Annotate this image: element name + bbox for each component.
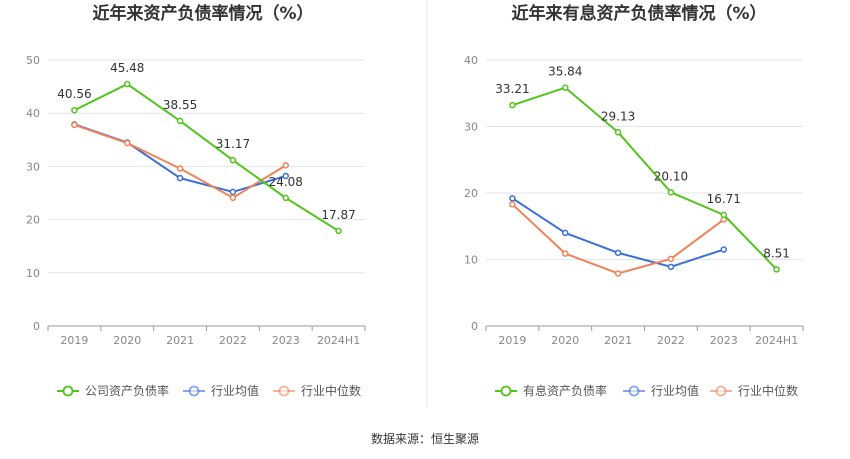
y-tick-label: 40 xyxy=(26,107,40,120)
legend-item[interactable]: 行业均值 xyxy=(183,383,259,398)
data-point xyxy=(124,139,131,147)
data-point xyxy=(229,188,237,196)
legend-marker xyxy=(188,385,200,397)
legend-marker xyxy=(500,385,512,397)
data-label: 31.17 xyxy=(216,137,250,151)
x-tick-label: 2024H1 xyxy=(317,334,360,347)
x-tick-label: 2019 xyxy=(498,334,526,347)
data-point xyxy=(614,129,622,136)
x-tick-label: 2019 xyxy=(60,334,88,347)
data-label: 17.87 xyxy=(321,208,355,222)
legend-marker xyxy=(628,385,640,397)
legend-item[interactable]: 公司资产负债率 xyxy=(57,383,169,398)
data-point xyxy=(509,195,516,202)
y-tick-label: 40 xyxy=(464,54,478,67)
data-point xyxy=(614,270,622,277)
data-point xyxy=(562,229,569,237)
x-tick-label: 2023 xyxy=(710,334,738,347)
source-label: 数据来源：恒生聚源 xyxy=(371,431,479,446)
data-point xyxy=(720,246,727,253)
data-point xyxy=(176,174,184,182)
x-tick-label: 2023 xyxy=(272,334,300,347)
data-point xyxy=(509,201,516,208)
y-tick-label: 20 xyxy=(26,214,40,227)
data-point xyxy=(667,189,675,196)
data-point xyxy=(720,211,727,219)
data-point xyxy=(229,194,237,202)
legend-marker xyxy=(62,385,74,397)
legend-label: 行业中位数 xyxy=(301,383,361,398)
y-tick-label: 30 xyxy=(464,121,478,134)
data-point xyxy=(562,250,569,257)
data-point xyxy=(124,80,131,88)
legend-marker xyxy=(715,385,727,397)
data-point xyxy=(282,172,289,180)
x-tick-label: 2021 xyxy=(166,334,194,347)
series-line xyxy=(511,203,725,275)
chart-2: 近年来有息资产负债率情况（%） 0 10 20 30 40 2019 2020 2021 2022… xyxy=(464,3,804,398)
data-label: 45.48 xyxy=(110,61,144,75)
legend-item[interactable]: 行业中位数 xyxy=(710,383,798,398)
legend-item[interactable]: 行业中位数 xyxy=(273,383,361,398)
series-line xyxy=(74,123,287,193)
data-point xyxy=(71,106,78,114)
y-tick-label: 30 xyxy=(26,160,40,173)
chart-title: 近年来有息资产负债率情况（%） xyxy=(511,3,766,24)
data-point xyxy=(282,194,289,202)
legend-item[interactable]: 行业均值 xyxy=(623,383,699,398)
series-line xyxy=(74,123,287,199)
data-point xyxy=(282,162,289,169)
legend-marker xyxy=(278,385,290,397)
x-tick-label: 2020 xyxy=(551,334,579,347)
legend-label: 行业中位数 xyxy=(738,383,798,398)
data-point xyxy=(773,266,780,273)
y-tick-label: 20 xyxy=(464,187,478,200)
data-label: 40.56 xyxy=(57,87,91,101)
legend-item[interactable]: 有息资产负债率 xyxy=(495,383,607,398)
data-point xyxy=(176,117,184,125)
data-label: 35.84 xyxy=(548,65,582,79)
data-point xyxy=(667,255,675,263)
legend-label: 行业均值 xyxy=(211,383,259,398)
data-label: 33.21 xyxy=(495,82,529,96)
data-point xyxy=(509,101,516,109)
data-label: 20.10 xyxy=(654,169,688,183)
y-tick-label: 50 xyxy=(26,54,40,67)
y-tick-label: 10 xyxy=(26,267,40,280)
x-tick-label: 2021 xyxy=(604,334,632,347)
legend-label: 公司资产负债率 xyxy=(85,383,169,398)
series-line xyxy=(512,86,778,271)
data-point xyxy=(667,263,675,271)
x-tick-label: 2022 xyxy=(657,334,685,347)
data-label: 29.13 xyxy=(601,109,635,123)
legend-label: 有息资产负债率 xyxy=(523,383,607,398)
series-line xyxy=(73,83,340,232)
x-tick-label: 2022 xyxy=(219,334,247,347)
y-tick-label: 0 xyxy=(33,320,40,333)
data-point xyxy=(335,227,342,235)
x-tick-label: 2020 xyxy=(113,334,141,347)
data-point xyxy=(562,84,569,91)
y-tick-label: 0 xyxy=(471,320,478,333)
y-tick-label: 10 xyxy=(464,254,478,267)
chart-1: 近年来资产负债率情况（%） 0 10 20 30 40 50 2019 2020 2021 2022… xyxy=(26,3,366,398)
chart-title: 近年来资产负债率情况（%） xyxy=(92,3,313,24)
data-label: 24.08 xyxy=(269,175,303,189)
x-tick-label: 2024H1 xyxy=(755,334,798,347)
legend-label: 行业均值 xyxy=(651,383,699,398)
data-label: 8.51 xyxy=(763,246,790,260)
data-point xyxy=(614,249,622,257)
data-label: 38.55 xyxy=(163,98,197,112)
data-point xyxy=(71,121,78,129)
data-point xyxy=(176,165,184,172)
data-label: 16.71 xyxy=(707,192,741,206)
data-point xyxy=(229,156,237,164)
